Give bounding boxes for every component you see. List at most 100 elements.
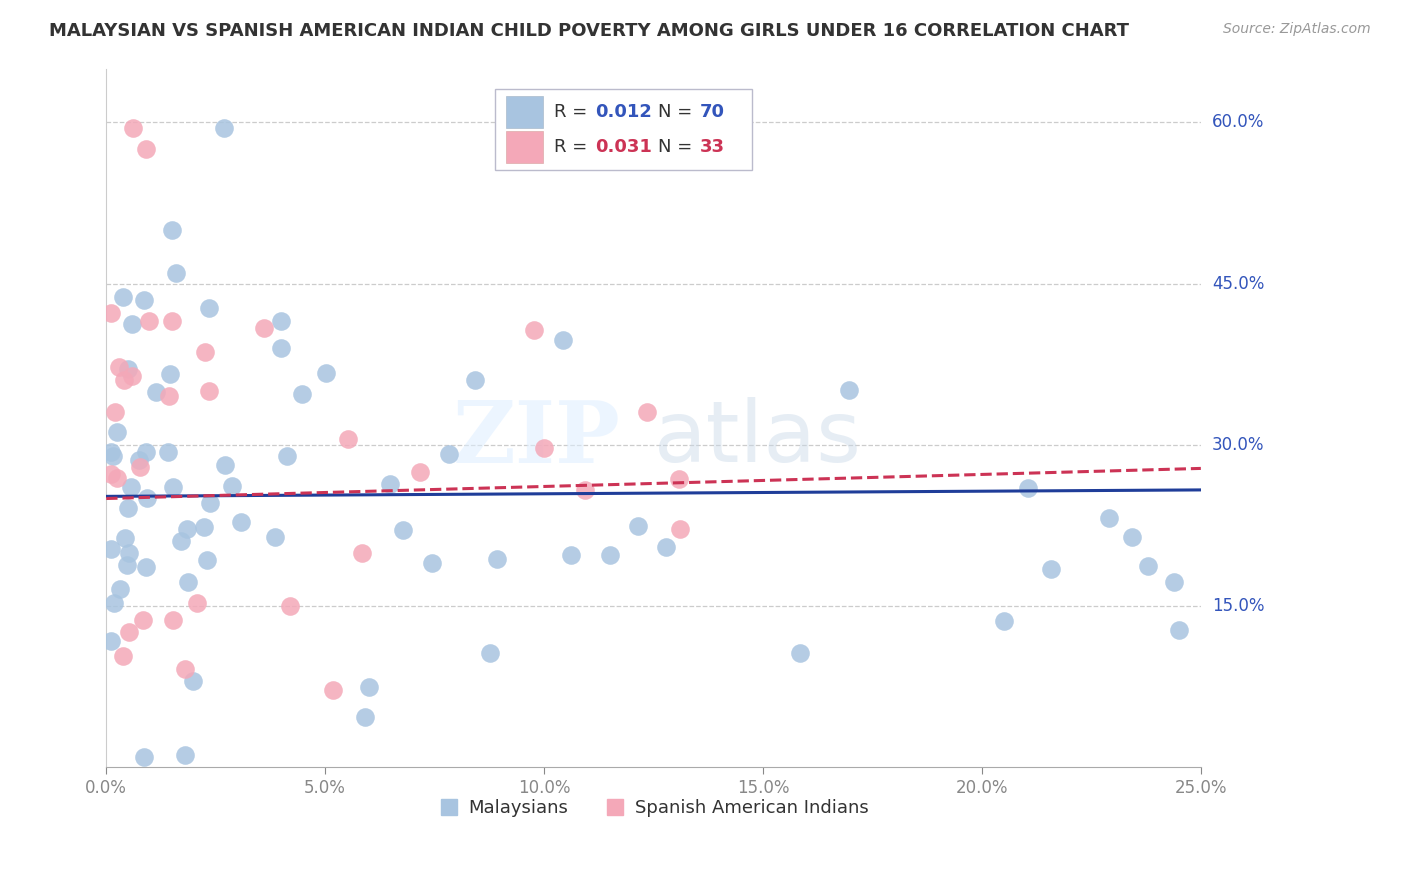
Text: ZIP: ZIP: [453, 397, 620, 481]
Point: [100, 634, 122, 648]
Point: [1017, 481, 1039, 495]
Point: [181, 674, 204, 689]
Point: [221, 479, 243, 493]
Point: [193, 520, 215, 534]
Point: [108, 360, 131, 375]
Point: [110, 582, 132, 596]
Point: [174, 747, 197, 762]
Point: [112, 373, 135, 387]
Point: [135, 445, 157, 459]
FancyBboxPatch shape: [506, 131, 543, 163]
Point: [176, 574, 198, 589]
Point: [523, 323, 546, 337]
Point: [197, 301, 219, 315]
Point: [838, 383, 860, 397]
Point: [1121, 530, 1143, 544]
Point: [111, 649, 134, 664]
Point: [165, 266, 187, 280]
Text: 15.0%: 15.0%: [1212, 597, 1264, 615]
Point: [100, 306, 122, 320]
Point: [186, 597, 208, 611]
Point: [229, 516, 252, 530]
Point: [111, 290, 134, 304]
Point: [420, 556, 443, 570]
Point: [103, 405, 125, 419]
FancyBboxPatch shape: [495, 89, 752, 169]
Point: [315, 366, 337, 380]
Point: [1098, 510, 1121, 524]
Point: [278, 599, 301, 614]
Point: [118, 624, 141, 639]
Text: N =: N =: [658, 138, 697, 156]
Text: 33: 33: [700, 138, 724, 156]
Point: [291, 386, 314, 401]
Point: [162, 613, 184, 627]
Point: [132, 613, 155, 627]
Point: [263, 530, 285, 544]
Point: [103, 596, 125, 610]
Point: [128, 453, 150, 467]
Point: [551, 334, 574, 348]
Point: [198, 496, 221, 510]
Point: [409, 465, 432, 479]
Point: [485, 551, 508, 566]
Text: 60.0%: 60.0%: [1212, 113, 1264, 131]
Point: [129, 459, 152, 474]
Point: [993, 614, 1015, 628]
Point: [270, 341, 292, 355]
Point: [120, 480, 142, 494]
Point: [136, 491, 159, 505]
Point: [353, 710, 375, 724]
Point: [101, 449, 124, 463]
Point: [115, 558, 138, 573]
Point: [574, 483, 596, 497]
Point: [117, 362, 139, 376]
Point: [100, 467, 122, 481]
Point: [176, 522, 198, 536]
Point: [214, 458, 236, 472]
Point: [336, 432, 359, 446]
Point: [253, 321, 276, 335]
Text: 70: 70: [700, 103, 724, 121]
Point: [132, 749, 155, 764]
Text: 45.0%: 45.0%: [1212, 275, 1264, 293]
Point: [157, 389, 180, 403]
Point: [322, 682, 344, 697]
Point: [669, 522, 692, 536]
Point: [135, 142, 157, 156]
Point: [1039, 562, 1062, 576]
Point: [195, 553, 218, 567]
Point: [145, 385, 167, 400]
Point: [132, 293, 155, 307]
Text: Source: ZipAtlas.com: Source: ZipAtlas.com: [1223, 22, 1371, 37]
Point: [380, 477, 402, 491]
Point: [1163, 574, 1185, 589]
Point: [117, 500, 139, 515]
Point: [636, 405, 658, 419]
Text: MALAYSIAN VS SPANISH AMERICAN INDIAN CHILD POVERTY AMONG GIRLS UNDER 16 CORRELAT: MALAYSIAN VS SPANISH AMERICAN INDIAN CHI…: [49, 22, 1129, 40]
Point: [276, 449, 298, 463]
Point: [100, 445, 122, 459]
Point: [668, 472, 690, 486]
Point: [121, 120, 143, 135]
Point: [533, 441, 555, 455]
Point: [121, 368, 143, 383]
Point: [437, 447, 460, 461]
Point: [170, 533, 193, 548]
Point: [194, 344, 217, 359]
Point: [173, 662, 195, 676]
Point: [357, 681, 380, 695]
Text: 0.031: 0.031: [596, 138, 652, 156]
Point: [159, 367, 181, 381]
Point: [654, 540, 676, 554]
Point: [560, 548, 582, 562]
Point: [157, 445, 180, 459]
Point: [1136, 559, 1159, 574]
Text: 30.0%: 30.0%: [1212, 436, 1264, 454]
FancyBboxPatch shape: [506, 96, 543, 128]
Point: [391, 523, 413, 537]
Point: [198, 384, 221, 398]
Point: [270, 314, 292, 328]
Point: [107, 425, 129, 440]
Point: [100, 542, 122, 557]
